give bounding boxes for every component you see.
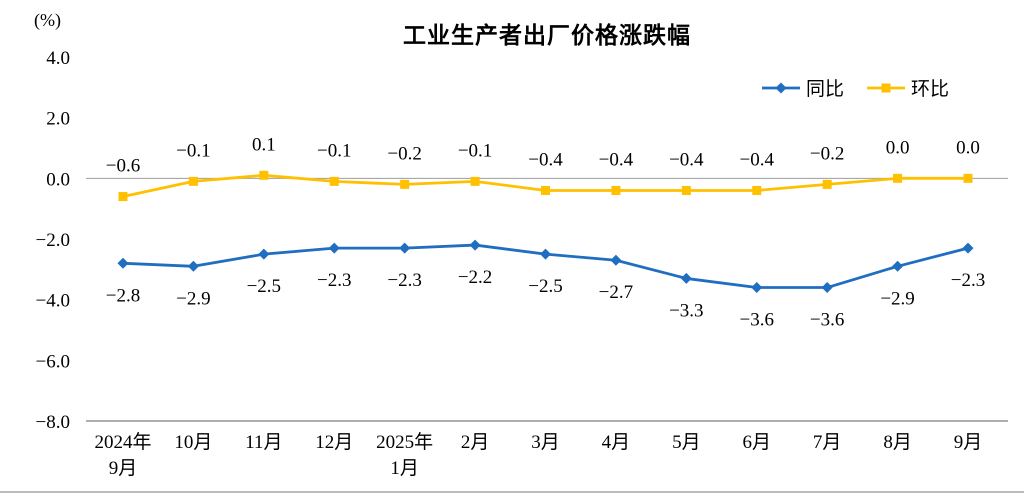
diamond-marker <box>680 272 692 284</box>
data-label: −0.2 <box>810 143 844 164</box>
data-label: −2.7 <box>599 282 633 303</box>
square-marker <box>400 179 410 189</box>
x-tick-label: 8月 <box>883 432 912 453</box>
legend-diamond-marker <box>775 82 787 94</box>
data-label: −2.9 <box>176 288 210 309</box>
diamond-marker <box>187 260 199 272</box>
data-label: −2.5 <box>528 276 562 297</box>
data-label: −2.3 <box>317 270 351 291</box>
chart-title: 工业生产者出厂价格涨跌幅 <box>403 23 691 48</box>
square-marker <box>611 185 621 195</box>
square-marker <box>188 176 198 186</box>
square-marker <box>963 173 973 183</box>
data-label: 0.1 <box>252 134 276 155</box>
data-label: −0.4 <box>528 149 563 170</box>
square-marker <box>893 173 903 183</box>
x-tick-label: 12月 <box>315 432 353 453</box>
diamond-marker <box>328 242 340 254</box>
data-label: −2.9 <box>880 288 914 309</box>
data-label: −2.5 <box>247 276 281 297</box>
x-tick-label: 7月 <box>813 432 842 453</box>
data-label: −3.3 <box>669 300 703 321</box>
data-label: −0.1 <box>458 140 492 161</box>
square-marker <box>329 176 339 186</box>
x-tick-label: 9月 <box>954 432 983 453</box>
x-tick-label: 2月 <box>461 432 490 453</box>
data-label: −2.3 <box>951 270 985 291</box>
y-tick-label: −6.0 <box>36 351 70 372</box>
diamond-marker <box>540 248 551 260</box>
diamond-marker <box>610 254 622 266</box>
data-label: −0.4 <box>669 149 704 170</box>
x-tick-label: 5月 <box>672 432 701 453</box>
data-label: −0.4 <box>740 149 775 170</box>
diamond-marker <box>821 282 833 294</box>
legend-label: 同比 <box>806 78 844 100</box>
data-label: −0.6 <box>106 156 140 177</box>
diamond-marker <box>258 248 270 260</box>
x-tick-label: 4月 <box>602 432 631 453</box>
square-marker <box>541 185 550 195</box>
x-tick-label: 10月 <box>174 432 212 453</box>
y-tick-label: −4.0 <box>36 291 70 312</box>
data-label: −0.2 <box>387 143 421 164</box>
square-marker <box>118 192 128 202</box>
x-tick-label: 6月 <box>742 432 771 453</box>
diamond-marker <box>469 239 481 251</box>
diamond-marker <box>892 260 904 272</box>
square-marker <box>822 179 832 189</box>
data-label: −0.4 <box>599 149 634 170</box>
data-label: 0.0 <box>956 137 980 158</box>
y-tick-label: −8.0 <box>36 412 70 433</box>
data-label: −3.6 <box>810 310 844 331</box>
data-label: −2.8 <box>106 285 140 306</box>
x-tick-label: 9月 <box>109 458 138 479</box>
legend-label: 环比 <box>911 78 949 100</box>
diamond-marker <box>962 242 974 254</box>
data-label: 0.0 <box>886 137 910 158</box>
diamond-marker <box>751 282 763 294</box>
y-axis-unit-label: (%) <box>34 10 61 30</box>
square-marker <box>752 185 762 195</box>
x-tick-label: 1月 <box>390 458 419 479</box>
y-tick-label: −2.0 <box>36 230 70 251</box>
y-tick-label: 0.0 <box>46 169 70 190</box>
data-label: −0.1 <box>317 140 351 161</box>
square-marker <box>259 170 269 180</box>
square-marker <box>470 176 480 186</box>
x-tick-label: 11月 <box>245 432 282 453</box>
square-marker <box>681 185 691 195</box>
diamond-marker <box>117 257 129 269</box>
diamond-marker <box>399 242 411 254</box>
x-tick-label: 2025年 <box>376 431 433 453</box>
data-label: −3.6 <box>740 310 774 331</box>
data-label: −0.1 <box>176 140 210 161</box>
legend-square-marker <box>881 83 891 93</box>
data-label: −2.3 <box>387 270 421 291</box>
data-label: −2.2 <box>458 267 492 288</box>
y-tick-label: 4.0 <box>46 48 70 69</box>
y-tick-label: 2.0 <box>46 109 70 130</box>
x-tick-label: 3月 <box>531 432 560 453</box>
x-tick-label: 2024年 <box>94 431 151 453</box>
